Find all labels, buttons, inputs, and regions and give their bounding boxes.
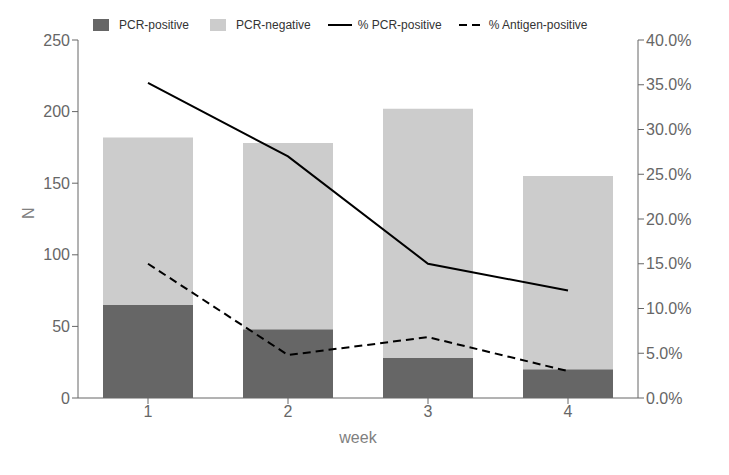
svg-text:15.0%: 15.0%: [646, 255, 691, 272]
svg-text:200: 200: [43, 103, 70, 120]
svg-text:4: 4: [564, 403, 573, 420]
svg-text:30.0%: 30.0%: [646, 121, 691, 138]
svg-text:N: N: [20, 207, 37, 219]
svg-text:35.0%: 35.0%: [646, 76, 691, 93]
svg-text:25.0%: 25.0%: [646, 166, 691, 183]
svg-text:50: 50: [52, 318, 70, 335]
html-text:% PCR-positive: % PCR-positive: [357, 18, 442, 32]
svg-text:10.0%: 10.0%: [646, 300, 691, 317]
svg-text:0.0%: 0.0%: [646, 390, 682, 407]
svg-text:250: 250: [43, 32, 70, 49]
svg-text:0: 0: [61, 390, 70, 407]
html-text:PCR-negative: PCR-negative: [236, 18, 311, 32]
svg-text:20.0%: 20.0%: [646, 211, 691, 228]
svg-text:150: 150: [43, 175, 70, 192]
svg-text:week: week: [338, 429, 377, 446]
svg-text:100: 100: [43, 246, 70, 263]
html-text:% Antigen-positive: % Antigen-positive: [488, 18, 588, 32]
svg-text:1: 1: [144, 403, 153, 420]
svg-text:5.0%: 5.0%: [646, 345, 682, 362]
html-text:PCR-positive: PCR-positive: [119, 18, 189, 32]
svg-text:3: 3: [424, 403, 433, 420]
svg-text:2: 2: [284, 403, 293, 420]
svg-text:40.0%: 40.0%: [646, 32, 691, 49]
